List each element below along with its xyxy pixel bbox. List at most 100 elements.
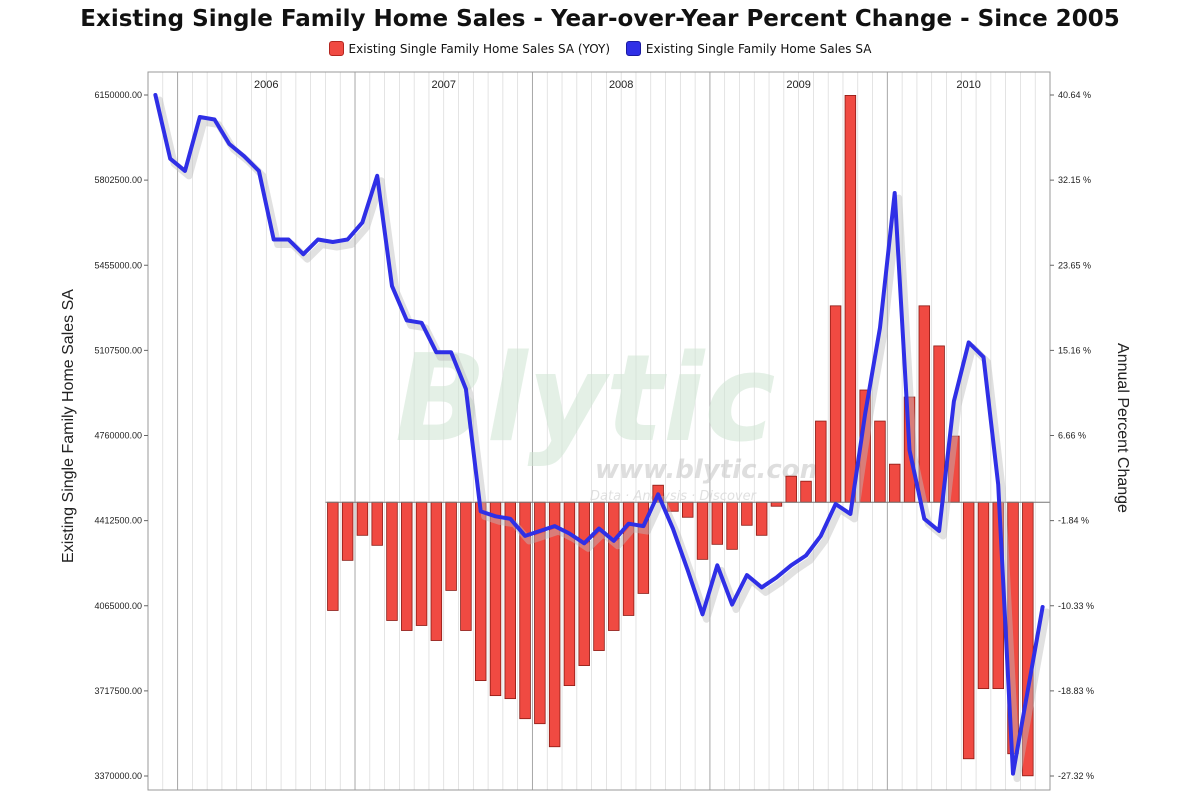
tick-label-left: 4412500.00 <box>94 516 142 526</box>
sales-point <box>242 154 246 158</box>
sales-point <box>331 240 335 244</box>
sales-point <box>272 237 276 242</box>
tick-label-right: -18.83 % <box>1058 686 1094 696</box>
legend-swatch-bars <box>328 41 344 56</box>
yoy-bar <box>593 501 605 651</box>
sales-point <box>641 524 645 528</box>
yoy-bar <box>327 501 339 611</box>
sales-point <box>538 529 542 533</box>
sales-point <box>760 585 764 589</box>
tick-label-right: -1.84 % <box>1058 516 1089 526</box>
tick-label-left: 6150000.00 <box>94 90 142 100</box>
sales-point <box>316 237 320 242</box>
line-series <box>153 93 1051 783</box>
sales-point <box>893 191 897 195</box>
sales-point <box>686 568 690 572</box>
sales-point <box>730 602 734 607</box>
yoy-bar <box>785 475 797 503</box>
yoy-bar <box>608 501 620 631</box>
y-axis-title-right: Annual Percent Change <box>1114 343 1131 513</box>
sales-point <box>582 541 586 545</box>
sales-point <box>804 553 808 558</box>
yoy-bar <box>770 501 783 507</box>
sales-point <box>346 237 350 242</box>
sales-point <box>553 524 557 528</box>
sales-point <box>700 612 705 616</box>
sales-point <box>671 526 675 531</box>
sales-point <box>952 399 956 403</box>
sales-point <box>774 575 779 580</box>
sales-point <box>937 529 941 533</box>
tick-label-right: 15.16 % <box>1058 345 1091 355</box>
tick-label-right: 32.15 % <box>1058 175 1091 185</box>
watermark: Blytic www.blytic.com Data · Analysis · … <box>395 330 827 504</box>
yoy-bar <box>445 501 457 591</box>
yoy-bar <box>711 501 724 545</box>
sales-point <box>434 350 438 354</box>
yoy-bar <box>504 501 517 700</box>
tick-label-right: 23.65 % <box>1058 260 1091 270</box>
sales-point <box>523 534 527 538</box>
yoy-bar <box>578 501 590 666</box>
sales-point <box>212 117 217 122</box>
sales-point <box>301 252 305 256</box>
sales-point <box>597 526 601 531</box>
yoy-bar <box>474 501 487 682</box>
sales-point <box>967 340 971 345</box>
chart-title: Existing Single Family Home Sales - Year… <box>80 6 1120 32</box>
sales-point <box>449 350 453 354</box>
yoy-bar <box>977 501 990 690</box>
yoy-bar <box>755 501 768 536</box>
yoy-bar <box>741 501 753 526</box>
yoy-bar <box>401 501 413 631</box>
year-label: 2008 <box>609 79 633 91</box>
yoy-bar <box>844 95 857 503</box>
sales-point <box>286 237 291 242</box>
sales-point <box>227 142 231 146</box>
legend-item-line[interactable]: Existing Single Family Home Sales SA <box>625 41 871 56</box>
yoy-bar <box>696 501 709 560</box>
sales-point <box>360 220 365 224</box>
axes: 2006 2007 2008 2009 2010 6150000.00 40.64 % 580… <box>60 71 1131 791</box>
yoy-bar <box>829 305 842 503</box>
tick-label-left: 4065000.00 <box>94 601 142 611</box>
tick-label-right: -27.32 % <box>1058 771 1094 781</box>
sales-point <box>1011 771 1015 776</box>
sales-point <box>257 169 261 173</box>
legend-item-bars[interactable]: Existing Single Family Home Sales SA (YO… <box>328 41 610 56</box>
sales-point <box>1026 688 1030 692</box>
tick-label-left: 5802500.00 <box>94 175 142 185</box>
sales-point <box>996 482 1000 487</box>
year-label: 2006 <box>254 79 278 91</box>
sales-point <box>789 563 793 567</box>
tick-label-left: 3717500.00 <box>94 686 142 696</box>
watermark-tagline: Data · Analysis · Discover <box>590 489 758 504</box>
sales-point <box>819 534 823 538</box>
sales-point <box>612 539 616 543</box>
sales-point <box>833 502 838 506</box>
tick-label-left: 5107500.00 <box>94 345 142 355</box>
yoy-bar <box>962 501 975 760</box>
plot-frame <box>147 71 1051 791</box>
sales-point <box>715 563 719 567</box>
tick-label-right: -10.33 % <box>1058 601 1094 611</box>
yoy-bar <box>933 345 945 503</box>
sales-point <box>656 492 660 496</box>
tick-label-right: 6.66 % <box>1058 431 1086 441</box>
yoy-bar <box>371 501 383 546</box>
tick-label-right: 40.64 % <box>1058 90 1091 100</box>
sales-point <box>863 411 867 416</box>
yoy-bar <box>341 501 354 561</box>
yoy-bar <box>415 501 428 626</box>
y-axis-title-left: Existing Single Family Home Sales SA <box>60 289 77 563</box>
sales-point <box>878 326 882 330</box>
yoy-bar <box>622 501 635 616</box>
tick-label-left: 5455000.00 <box>94 260 142 270</box>
yoy-bar <box>356 501 369 536</box>
sales-point <box>419 321 424 325</box>
sales-point <box>493 514 498 518</box>
sales-point <box>464 387 468 391</box>
yoy-bar <box>430 501 443 641</box>
yoy-bar <box>548 501 561 748</box>
